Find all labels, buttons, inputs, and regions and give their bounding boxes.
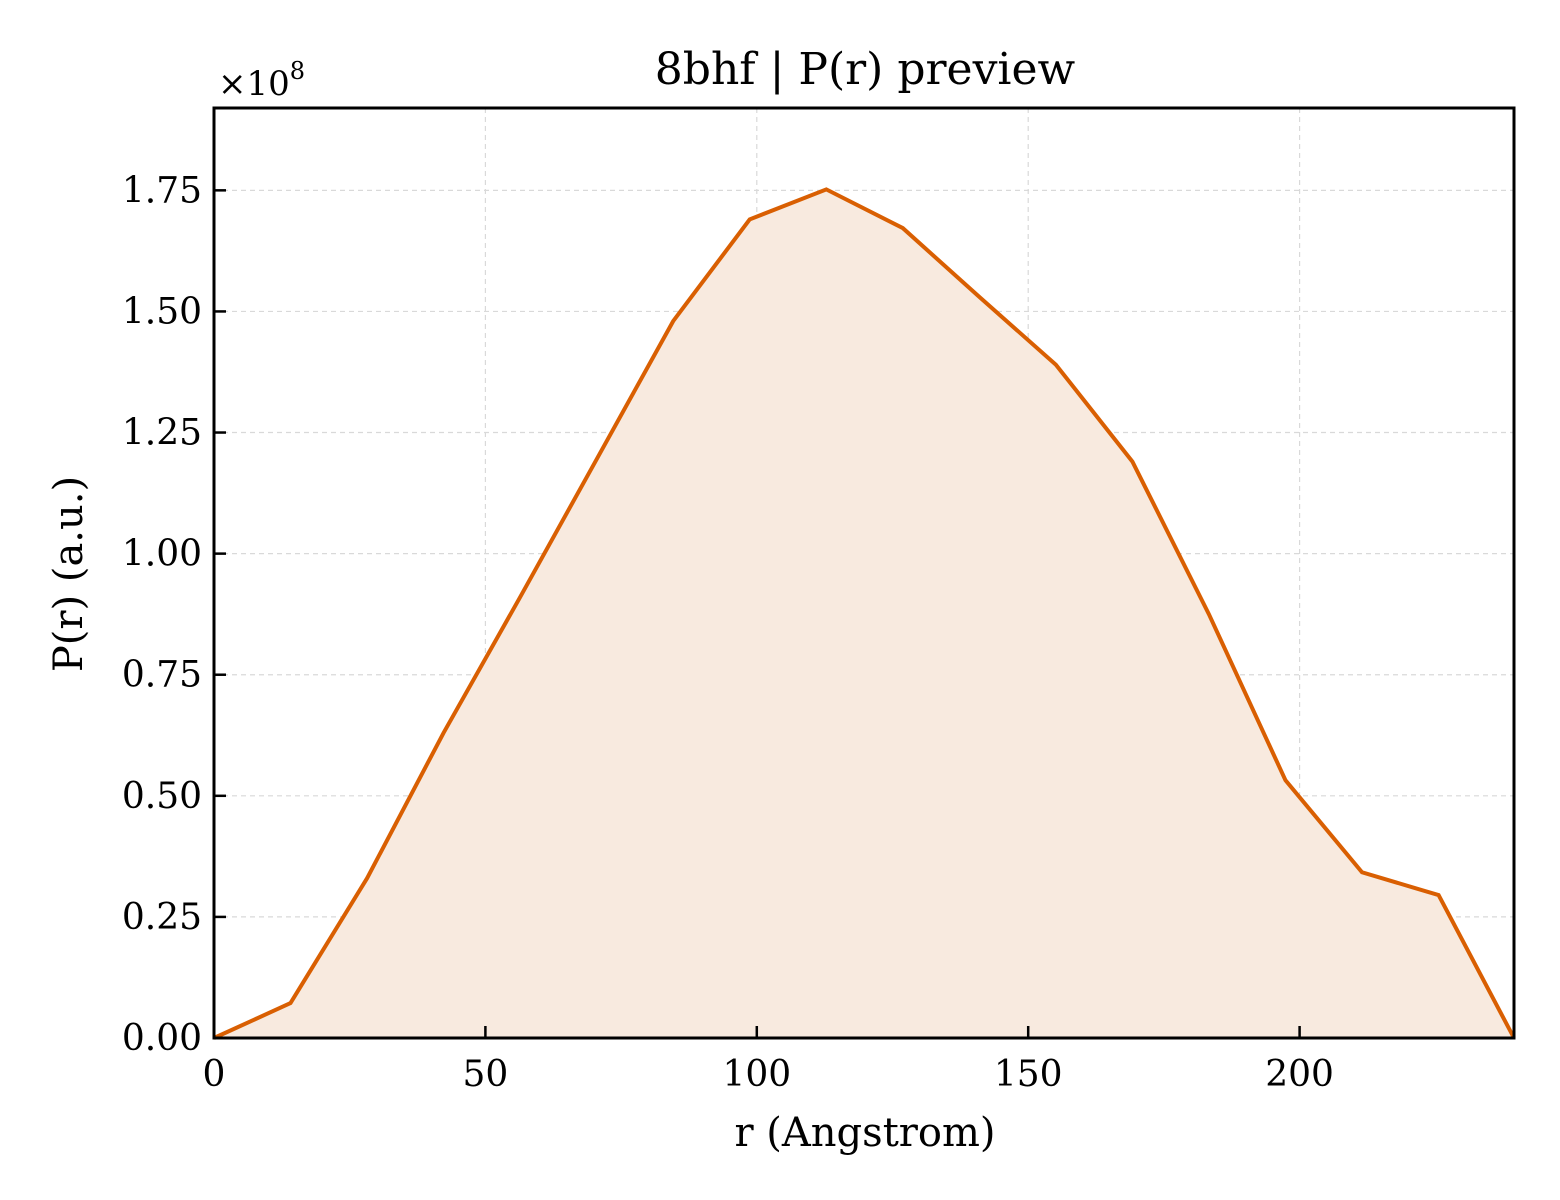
y-tick-label: 1.25 bbox=[122, 413, 202, 454]
y-tick-label: 0.00 bbox=[122, 1018, 202, 1059]
y-axis-ticks: 0.00 0.25 0.50 0.75 1.00 1.25 1.50 1.75 bbox=[122, 170, 226, 1059]
y-axis-multiplier-base: ×10 bbox=[218, 64, 290, 104]
x-tick-label: 150 bbox=[994, 1054, 1063, 1095]
y-tick-label: 0.25 bbox=[122, 897, 202, 938]
y-tick-label: 0.50 bbox=[122, 776, 202, 817]
x-tick-label: 50 bbox=[462, 1054, 508, 1095]
plot-frame bbox=[212, 106, 1516, 1040]
x-axis-ticks: 0 50 100 150 200 bbox=[203, 1026, 1334, 1095]
series-line bbox=[213, 187, 1516, 1040]
y-axis-multiplier: ×108 bbox=[218, 57, 305, 104]
x-axis-label: r (Angstrom) bbox=[734, 1110, 995, 1156]
y-tick-label: 1.75 bbox=[122, 170, 202, 211]
x-tick-label: 200 bbox=[1265, 1054, 1334, 1095]
x-tick-label: 100 bbox=[722, 1054, 791, 1095]
y-axis-multiplier-exponent: 8 bbox=[290, 57, 305, 85]
x-tick-label: 0 bbox=[203, 1054, 226, 1095]
y-tick-label: 1.00 bbox=[122, 534, 202, 575]
chart-title: 8bhf | P(r) preview bbox=[655, 44, 1076, 95]
y-axis-label: P(r) (a.u.) bbox=[46, 476, 92, 672]
y-tick-label: 0.75 bbox=[122, 655, 202, 696]
y-tick-label: 1.50 bbox=[122, 291, 202, 332]
series-area-fill bbox=[214, 189, 1514, 1038]
